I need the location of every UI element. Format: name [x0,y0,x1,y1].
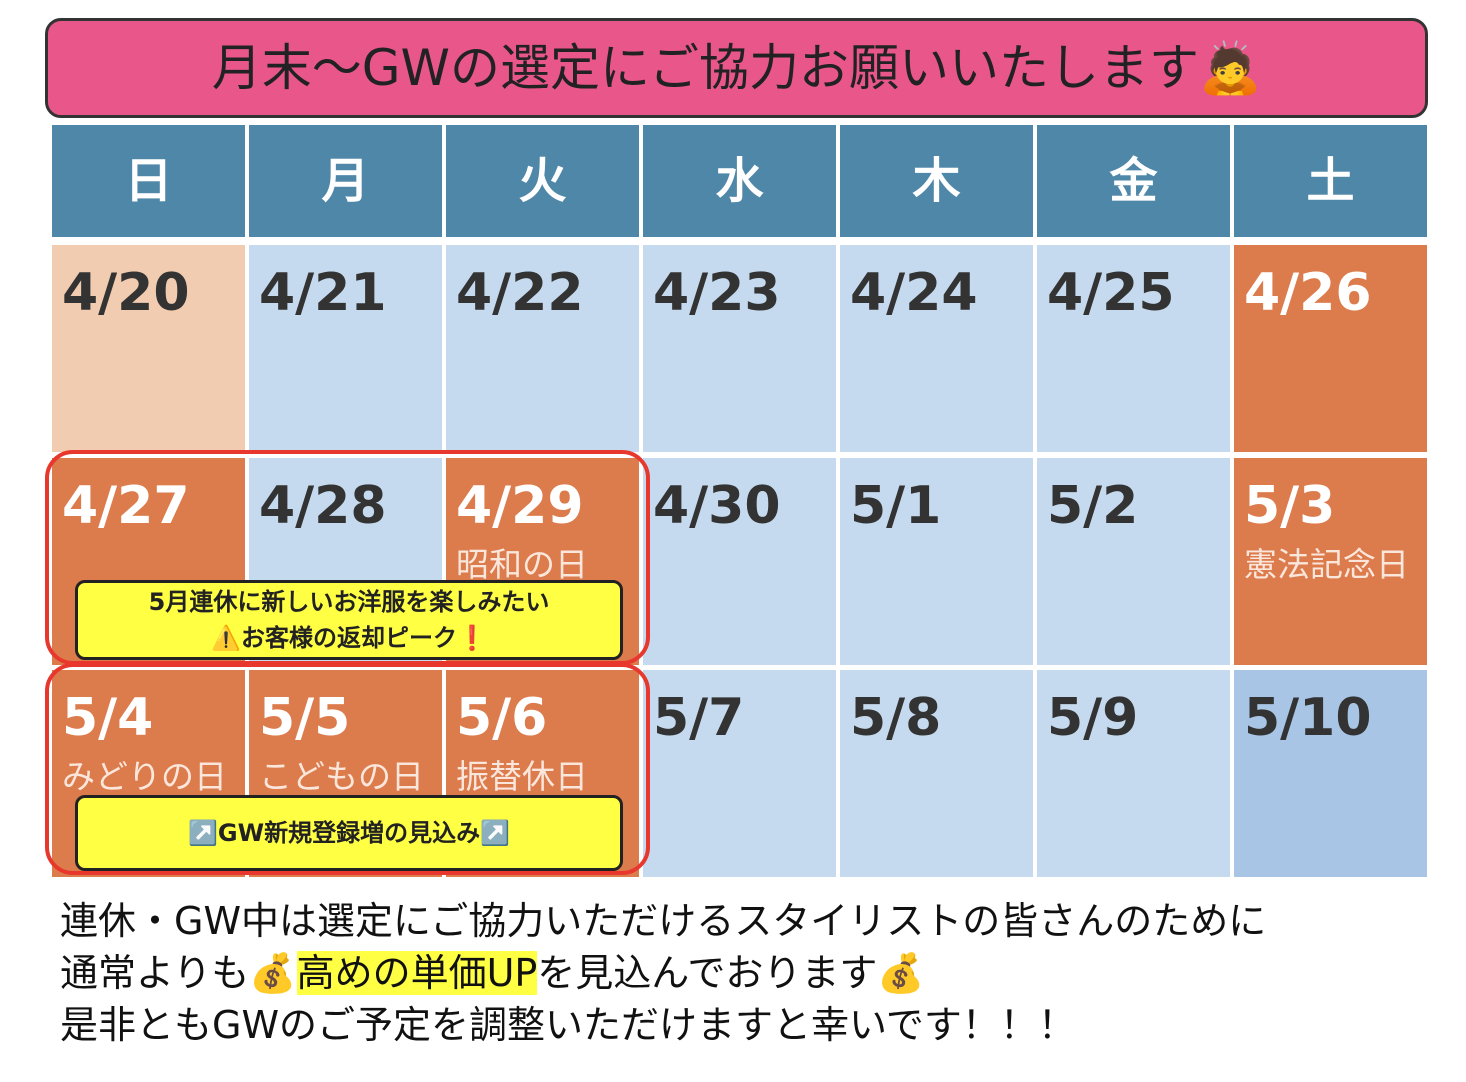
day-cell: 4/23 [643,245,836,452]
date: 4/27 [62,476,190,536]
date: 4/25 [1047,263,1175,323]
day-cell: 5/8 [840,670,1033,877]
date: 5/5 [259,688,351,748]
day-cell: 4/26 [1234,245,1427,452]
date: 4/20 [62,263,190,323]
body-line: 是非ともGWのご予定を調整いただけますと幸いです！！！ [60,994,1076,1049]
date: 5/6 [456,688,548,748]
date: 5/8 [850,688,942,748]
date: 5/9 [1047,688,1139,748]
callout: 5月連休に新しいお洋服を楽しみたい ⚠️お客様の返却ピーク❗ [75,580,623,660]
date: 4/30 [653,476,781,536]
day-cell: 5/1 [840,458,1033,665]
day-cell: 5/10 [1234,670,1427,877]
day-cell: 5/3 憲法記念日 [1234,458,1427,665]
day-cell: 5/7 [643,670,836,877]
day-cell: 5/2 [1037,458,1230,665]
date: 4/23 [653,263,781,323]
date: 5/7 [653,688,745,748]
highlighted-text: 高めの単価UP [296,951,538,995]
body-text: 是非ともGWのご予定を調整いただけますと幸いです！！！ [60,1003,1076,1047]
day-cell: 4/22 [446,245,639,452]
body-line: 連休・GW中は選定にご協力いただけるスタイリストの皆さんのために [60,890,1266,945]
date: 5/10 [1244,688,1372,748]
day-cell: 5/9 [1037,670,1230,877]
holiday-name: 振替休日 [456,757,588,796]
body-text: 連休・GW中は選定にご協力いただけるスタイリストの皆さんのために [60,899,1267,943]
weekday-header: 土 [1234,125,1427,237]
date: 5/1 [850,476,942,536]
date: 5/2 [1047,476,1139,536]
weekday-header: 水 [643,125,836,237]
date: 4/29 [456,476,584,536]
date: 4/24 [850,263,978,323]
day-cell: 4/30 [643,458,836,665]
body-line: 通常よりも💰高めの単価UPを見込んでおります💰 [60,942,925,997]
weekday-header: 月 [249,125,442,237]
date: 5/3 [1244,476,1336,536]
body-text: 通常よりも💰 [60,951,297,995]
highlight-frame [45,663,650,875]
weekday-header: 金 [1037,125,1230,237]
day-cell: 4/20 [52,245,245,452]
weekday-header: 木 [840,125,1033,237]
day-cell: 4/21 [249,245,442,452]
title: 月末〜GWの選定にご協力お願いいたします🙇 [45,18,1428,118]
date: 5/4 [62,688,154,748]
body-text: を見込んでおります💰 [537,951,925,995]
weekday-header: 火 [446,125,639,237]
holiday-name: みどりの日 [62,757,227,796]
holiday-name: 憲法記念日 [1244,545,1409,584]
date: 4/26 [1244,263,1372,323]
callout: ↗️GW新規登録増の見込み↗️ [75,795,623,871]
date: 4/28 [259,476,387,536]
callout-line: ↗️GW新規登録増の見込み↗️ [188,819,510,847]
day-cell: 4/25 [1037,245,1230,452]
callout-line: ⚠️お客様の返却ピーク❗ [211,624,487,652]
weekday-header: 日 [52,125,245,237]
callout-line: 5月連休に新しいお洋服を楽しみたい [148,588,550,616]
holiday-name: 昭和の日 [456,545,588,584]
day-cell: 4/24 [840,245,1033,452]
date: 4/21 [259,263,387,323]
holiday-name: こどもの日 [259,757,424,796]
date: 4/22 [456,263,584,323]
